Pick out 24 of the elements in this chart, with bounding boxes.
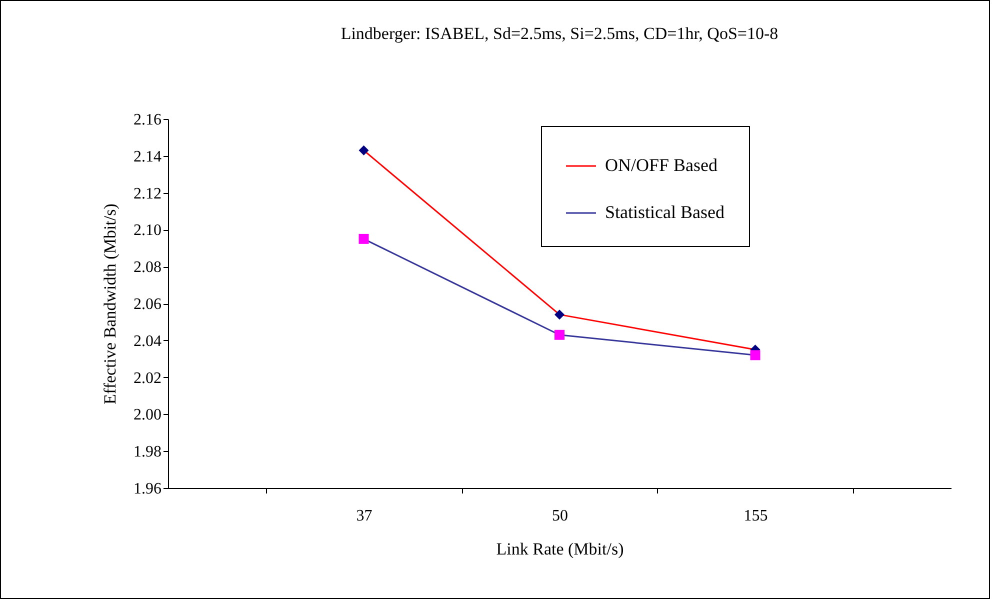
- point: [554, 330, 564, 340]
- y-tick-label: 2.12: [134, 185, 162, 202]
- x-tick-label: 37: [356, 508, 372, 524]
- y-tick-label: 1.98: [134, 444, 162, 461]
- x-axis-title: Link Rate (Mbit/s): [496, 540, 624, 558]
- y-tick-label: 2.04: [134, 332, 162, 350]
- y-tick-label: 2.10: [134, 222, 162, 240]
- legend-label: ON/OFF Based: [605, 155, 718, 175]
- legend-label: Statistical Based: [605, 202, 724, 222]
- y-tick-label: 2.14: [134, 148, 162, 166]
- y-tick-label: 1.96: [134, 480, 162, 498]
- x-tick-label: 155: [744, 508, 768, 524]
- y-tick-label: 2.06: [134, 296, 162, 313]
- point: [750, 350, 760, 360]
- y-tick-label: 2.08: [134, 259, 162, 276]
- point: [554, 310, 564, 320]
- y-tick-label: 2.16: [134, 112, 162, 128]
- x-tick-label: 50: [552, 508, 568, 524]
- y-tick-label: 2.02: [134, 370, 162, 387]
- chart-title: Lindberger: ISABEL, Sd=2.5ms, Si=2.5ms, CD=1hr, QoS=10-8: [340, 24, 778, 43]
- point: [358, 145, 369, 156]
- y-tick-label: 2.00: [134, 406, 162, 424]
- point: [358, 234, 369, 244]
- y-axis-title: Effective Bandwidth (Mbit/s): [100, 204, 120, 404]
